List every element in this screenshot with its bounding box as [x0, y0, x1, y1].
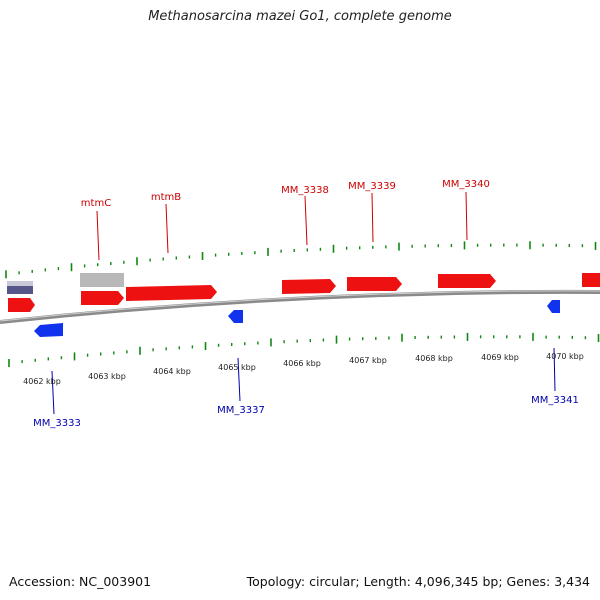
leader-line-mm3337: [237, 357, 241, 402]
gene-forward[interactable]: [126, 285, 217, 301]
gene-label-mm3339[interactable]: MM_3339: [348, 181, 396, 192]
kbp-label: 4063 kbp: [88, 372, 126, 381]
leader-line-mtmc: [96, 210, 100, 261]
gene-label-mm3338[interactable]: MM_3338: [281, 185, 329, 196]
gene-label-mm3333[interactable]: MM_3333: [33, 418, 81, 429]
kbp-label: 4062 kbp: [23, 377, 61, 386]
leader-line-mm3333: [51, 370, 55, 415]
genome-title: Methanosarcina mazei Go1, complete genom…: [148, 9, 452, 24]
gene-label-mtmb[interactable]: mtmB: [151, 192, 181, 203]
kbp-label: 4065 kbp: [218, 363, 256, 372]
grey-feature[interactable]: [80, 273, 124, 287]
leader-line-mm3339: [371, 192, 374, 243]
inner-tick-ring: [8, 332, 600, 367]
kbp-label: 4066 kbp: [283, 359, 321, 368]
gene-label-mm3341[interactable]: MM_3341: [531, 395, 579, 406]
gene-forward[interactable]: [582, 273, 600, 287]
gene-label-mtmc[interactable]: mtmC: [81, 198, 111, 209]
gene-forward[interactable]: [81, 291, 124, 305]
leader-line-mm3338: [304, 195, 308, 246]
gene-reverse[interactable]: [34, 323, 63, 337]
gene-forward[interactable]: [282, 279, 336, 294]
kbp-label: 4070 kbp: [546, 352, 584, 361]
genome-backbone: [0, 289, 600, 324]
gene-reverse[interactable]: [547, 300, 560, 313]
gene-forward[interactable]: [347, 277, 402, 291]
leader-line-mm3340: [465, 191, 468, 241]
outer-tick-ring: [5, 241, 597, 279]
gene-label-mm3340[interactable]: MM_3340: [442, 179, 490, 190]
leader-line-mtmb: [165, 203, 169, 254]
gene-reverse[interactable]: [228, 310, 243, 323]
rna-feature-top: [7, 281, 33, 286]
kbp-label: 4069 kbp: [481, 353, 519, 362]
gene-label-mm3337[interactable]: MM_3337: [217, 405, 265, 416]
gene-forward[interactable]: [8, 298, 35, 312]
genome-summary-text: Topology: circular; Length: 4,096,345 bp…: [246, 574, 590, 589]
kbp-label: 4068 kbp: [415, 354, 453, 363]
leader-line-mm3341: [553, 347, 556, 392]
kbp-label: 4064 kbp: [153, 367, 191, 376]
accession-text: Accession: NC_003901: [9, 574, 152, 589]
gene-forward[interactable]: [438, 274, 496, 288]
genome-backbone-highlight: [0, 290, 600, 322]
kbp-label: 4067 kbp: [349, 356, 387, 365]
